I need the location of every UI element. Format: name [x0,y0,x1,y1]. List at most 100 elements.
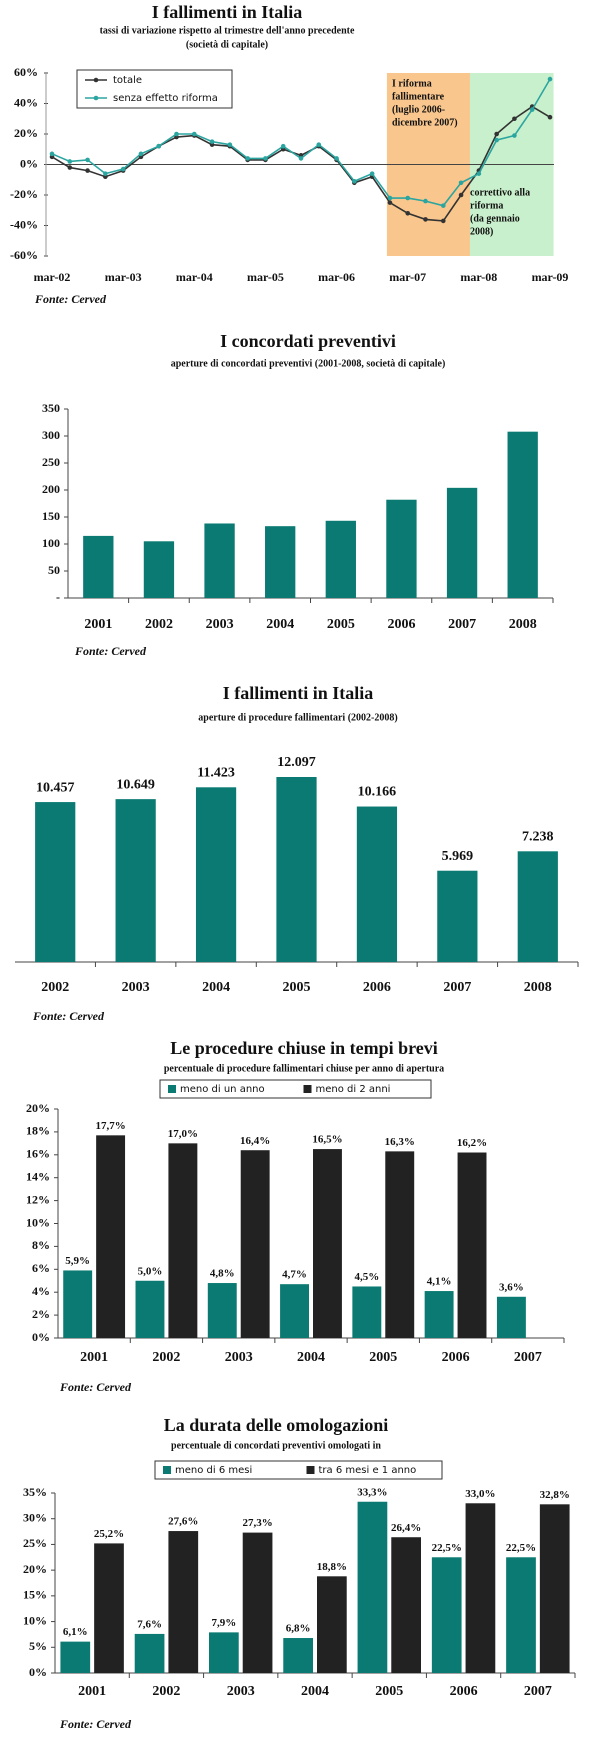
line-point [174,131,179,137]
bar [317,1576,347,1673]
y-tick-label: 250 [42,455,60,469]
y-tick-label: 15% [23,1588,47,1602]
value-label: 4,8% [210,1268,235,1280]
y-tick-label: 40% [14,95,38,109]
y-tick-label: 8% [32,1238,50,1252]
x-tick-label: 2001 [80,1350,108,1365]
x-tick-label: 2008 [509,617,537,632]
bar [517,851,558,962]
bar [168,1143,198,1338]
line-point [440,218,446,224]
line-point [298,156,304,161]
value-label: 7,6% [137,1618,162,1630]
value-label: 6,8% [286,1623,311,1635]
value-label: 4,1% [427,1276,452,1288]
value-label: 16,5% [312,1134,342,1146]
x-tick-label: 2001 [78,1684,106,1699]
bar [207,1283,237,1338]
x-tick-label: 2006 [450,1684,478,1699]
bar [94,1543,124,1673]
value-label: 6,1% [63,1626,88,1638]
x-tick-label: 2002 [41,980,69,995]
legend-label: meno di 6 mesi [175,1465,252,1476]
line-point [245,156,250,161]
line-point [458,192,464,198]
y-tick-label: 6% [32,1261,50,1275]
x-tick-label: 2003 [225,1350,253,1365]
line-point [156,143,162,149]
legend-marker [93,77,99,83]
bar [385,1151,415,1338]
value-label: 18,8% [317,1561,347,1573]
line-point [547,114,553,120]
value-label: 26,4% [391,1522,421,1534]
value-label: 16,4% [240,1135,270,1147]
legend-swatch [163,1466,171,1474]
y-tick-label: 14% [26,1169,50,1183]
x-tick-label: 2003 [206,617,234,632]
value-label: 22,5% [506,1542,536,1554]
line-point [191,131,197,137]
value-label: 5,0% [138,1265,163,1277]
line-point [405,211,411,216]
value-label: 7,9% [211,1617,236,1629]
line-point [494,137,499,143]
value-label: 4,7% [282,1269,307,1281]
bar [195,787,237,962]
x-tick-label: mar-08 [460,270,497,284]
legend-box [76,69,233,109]
line-point [512,116,517,122]
bar [135,1280,165,1338]
x-tick-label: 2005 [375,1684,403,1699]
bar [280,1284,309,1338]
y-tick-label: 18% [26,1124,50,1138]
x-tick-label: mar-02 [34,270,71,284]
x-tick-label: 2003 [122,980,150,995]
x-tick-label: 2002 [152,1350,180,1365]
value-label: 17,0% [168,1128,198,1140]
bar [507,431,538,598]
x-tick-label: 2007 [448,617,476,632]
chart-title: La durata delle omologazioni [164,1415,389,1435]
y-tick-label: 35% [23,1485,47,1499]
chart-title: Le procedure chiuse in tempi brevi [170,1038,438,1058]
line-point [49,151,55,157]
line-point [423,217,428,222]
x-tick-label: 2004 [297,1350,325,1365]
value-label: 4,5% [354,1271,379,1283]
legend-swatch [168,1085,176,1093]
x-tick-label: mar-05 [247,270,284,284]
line-point [440,203,446,208]
line-point [405,195,411,201]
legend-swatch [303,1085,312,1093]
y-tick-label: 350 [42,401,60,415]
bar [134,1633,165,1673]
annotation-text: (luglio 2006- [392,104,445,115]
y-tick-label: 10% [23,1613,47,1627]
line-point [138,151,144,157]
value-label: 5,9% [65,1255,90,1267]
line-point [529,107,535,112]
annotation-text: fallimentare [392,91,445,102]
line-point [369,171,375,176]
line-point [280,143,286,149]
chart-title: I fallimenti in Italia [223,683,374,703]
bar [424,1291,454,1338]
chart-subtitle: percentuale di procedure fallimentari ch… [164,1063,444,1074]
line-point [316,142,322,147]
bar [506,1557,536,1673]
bar [496,1296,526,1338]
x-tick-label: 2005 [369,1350,397,1365]
bar [431,1557,462,1673]
source-note: Fonte: Cerved [59,1380,132,1394]
legend-label: tra 6 mesi e 1 anno [319,1465,417,1476]
y-tick-label: 5% [29,1639,47,1653]
y-tick-label: 25% [23,1536,47,1550]
value-label: 12.097 [277,755,316,770]
x-tick-label: 2004 [266,617,294,632]
x-tick-label: 2007 [443,980,471,995]
line-point [120,166,126,172]
line-point [547,76,553,82]
chart-title: I fallimenti in Italia [152,2,303,22]
